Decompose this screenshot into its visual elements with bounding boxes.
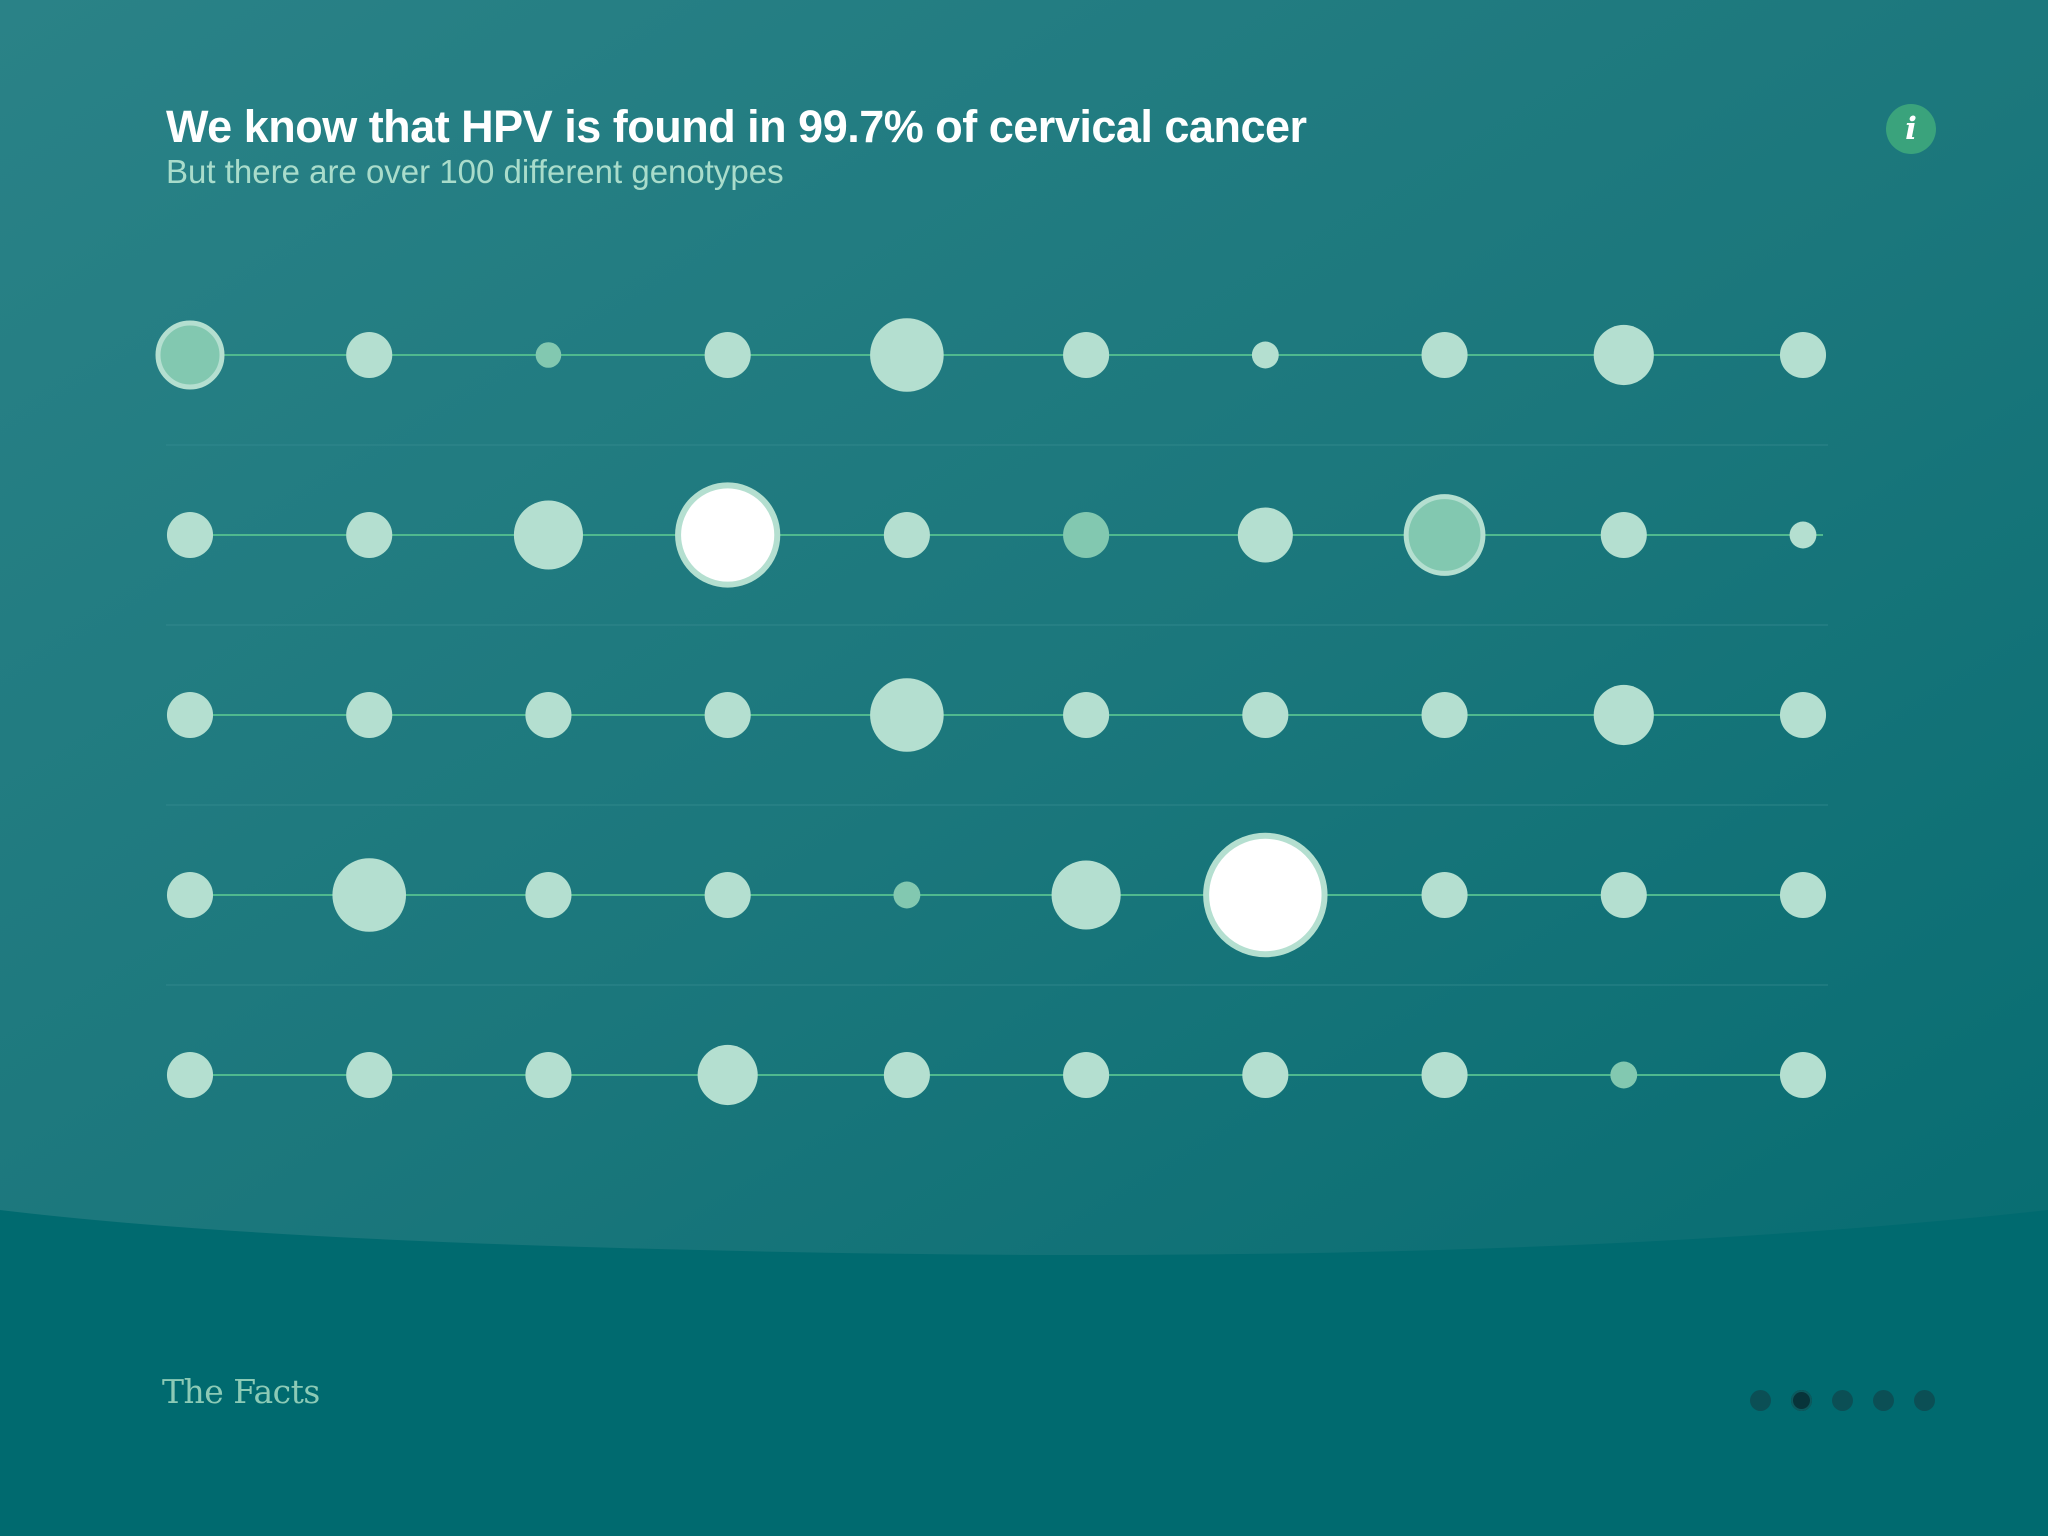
genotype-dot[interactable] [346,511,393,559]
genotype-dot[interactable] [704,331,751,379]
genotype-dot[interactable] [525,691,572,739]
genotype-dot[interactable] [1251,341,1279,369]
genotype-dot[interactable] [1779,691,1827,739]
genotype-dot[interactable] [332,858,407,932]
genotype-dot[interactable] [1600,511,1647,559]
page-dot[interactable] [1873,1390,1894,1411]
genotype-dot[interactable] [1242,691,1289,739]
genotype-dot[interactable] [525,1051,572,1099]
genotype-dot[interactable] [525,871,572,919]
genotype-dot[interactable] [704,691,751,739]
genotype-dot[interactable] [346,331,393,379]
genotype-dot[interactable] [1063,331,1110,379]
genotype-dot[interactable] [1779,1051,1827,1099]
genotype-dot[interactable] [1421,331,1468,379]
genotype-dot[interactable] [513,500,584,570]
genotype-dot[interactable] [166,691,214,739]
genotype-dot[interactable] [1403,494,1486,576]
genotype-dot[interactable] [1242,1051,1289,1099]
genotype-dot[interactable] [704,871,751,919]
footer-brand: The Facts [162,1372,320,1411]
genotype-dot[interactable] [155,320,225,390]
header: We know that HPV is found in 99.7% of ce… [166,98,1307,192]
genotype-dot[interactable] [1237,507,1293,563]
genotype-dot[interactable] [1779,871,1827,919]
genotype-dot[interactable] [535,342,562,368]
genotype-dot[interactable] [346,1051,393,1099]
page-indicator [1750,1390,1935,1411]
genotype-dot[interactable] [1421,691,1468,739]
genotype-dot[interactable] [1063,691,1110,739]
genotype-dot[interactable] [893,881,921,909]
page-subtitle: But there are over 100 different genotyp… [166,153,784,190]
page-dot[interactable] [1750,1390,1771,1411]
genotype-dot[interactable] [166,511,214,559]
genotype-dot[interactable] [1051,860,1121,930]
genotype-dot[interactable] [1593,324,1654,386]
genotype-dot[interactable] [1593,684,1654,746]
genotype-dot[interactable] [883,511,930,559]
genotype-dot[interactable] [870,318,944,392]
genotype-dot[interactable] [697,1044,758,1106]
genotype-dot[interactable] [1779,331,1827,379]
genotype-dot[interactable] [870,678,944,752]
page-dot[interactable] [1832,1390,1853,1411]
genotype-dot[interactable] [1610,1061,1638,1089]
page-dot[interactable] [1791,1390,1812,1411]
info-button[interactable]: i [1886,104,1936,154]
genotype-dot[interactable] [1421,1051,1468,1099]
genotype-dot[interactable] [166,871,214,919]
genotype-dot[interactable] [1063,511,1110,559]
genotype-dot[interactable] [1789,521,1817,549]
genotype-dot[interactable] [1421,871,1468,919]
page-dot[interactable] [1914,1390,1935,1411]
page-title: We know that HPV is found in 99.7% of ce… [166,101,1307,152]
genotype-dot[interactable] [883,1051,930,1099]
genotype-dot[interactable] [1063,1051,1110,1099]
genotype-dot[interactable] [675,482,781,588]
genotype-dot[interactable] [346,691,393,739]
genotype-dot[interactable] [1600,871,1647,919]
genotype-dot[interactable] [166,1051,214,1099]
genotype-dot[interactable] [1203,832,1328,958]
info-icon: i [1905,111,1917,147]
